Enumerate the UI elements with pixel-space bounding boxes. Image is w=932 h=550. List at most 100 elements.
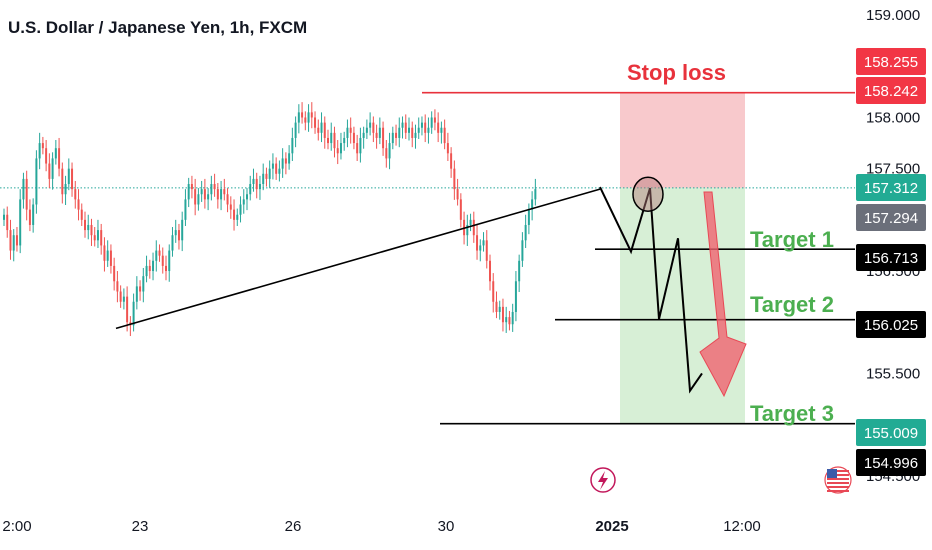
candle-body xyxy=(100,230,103,246)
candle-body xyxy=(395,132,398,138)
candle-body xyxy=(6,214,9,231)
price-tag-bg xyxy=(856,77,926,104)
candle-body xyxy=(288,153,291,164)
chart-title: U.S. Dollar / Japanese Yen, 1h, FXCM xyxy=(8,18,308,37)
candle-body xyxy=(417,127,420,133)
candle-body xyxy=(236,214,239,220)
target-label-3: Target 3 xyxy=(750,401,834,426)
candle-body xyxy=(339,143,342,154)
candle-body xyxy=(352,132,355,144)
time-tick-label: 23 xyxy=(132,518,149,535)
candle-body xyxy=(48,163,51,179)
candle-body xyxy=(135,286,138,302)
flag-stripe xyxy=(827,474,849,476)
price-tag: 156.713 xyxy=(856,244,926,271)
candle-body xyxy=(498,306,501,312)
candle-body xyxy=(336,148,339,154)
time-axis[interactable]: 2:00 23 26 30 2025 12:00 xyxy=(2,518,760,535)
candle-body xyxy=(297,112,300,123)
candle-body xyxy=(161,255,164,266)
candle-body xyxy=(194,189,197,205)
price-tag-value: 155.009 xyxy=(864,425,918,442)
candle-body xyxy=(77,199,80,210)
target-label-2: Target 2 xyxy=(750,292,834,317)
price-tags: 158.255 158.242 157.312 157.294 156.713 156.0… xyxy=(856,48,926,476)
candle-body xyxy=(284,158,287,164)
candle-body xyxy=(466,224,469,236)
candle-body xyxy=(369,122,372,128)
candle-body xyxy=(145,265,148,277)
candle-body xyxy=(106,250,109,261)
candle-body xyxy=(271,163,274,169)
price-tick-label: 157.500 xyxy=(866,161,920,178)
candle-body xyxy=(314,117,317,128)
candle-body xyxy=(469,219,472,225)
candle-body xyxy=(12,235,15,251)
horizontal-levels xyxy=(0,91,855,425)
candle-body xyxy=(330,132,333,144)
candle-body xyxy=(372,122,375,133)
candle-body xyxy=(252,178,255,185)
candle-body xyxy=(501,306,504,323)
candle-body xyxy=(534,189,537,200)
candle-body xyxy=(93,235,96,241)
price-tag-bg xyxy=(856,48,926,75)
candle-body xyxy=(343,137,346,144)
candle-body xyxy=(220,189,223,200)
candle-body xyxy=(38,143,41,159)
candle-body xyxy=(375,132,378,138)
candle-body xyxy=(401,122,404,128)
price-tag: 157.312 xyxy=(856,174,926,201)
candle-body xyxy=(210,184,213,195)
candle-body xyxy=(404,122,407,133)
candle-body xyxy=(249,184,252,195)
candle-body xyxy=(184,199,187,220)
flag-stripe xyxy=(827,482,849,484)
candle-body xyxy=(304,117,307,123)
price-tick-label: 155.500 xyxy=(866,365,920,382)
candle-body xyxy=(476,235,479,251)
candle-body xyxy=(126,296,129,323)
candle-body xyxy=(310,112,313,118)
candle-body xyxy=(281,158,284,169)
candle-body xyxy=(385,148,388,159)
candle-body xyxy=(242,199,245,205)
candle-body xyxy=(518,260,521,282)
candle-body xyxy=(181,219,184,241)
candle-body xyxy=(408,127,410,133)
time-tick-label: 12:00 xyxy=(723,518,761,535)
flag-canton xyxy=(827,469,837,478)
candle-body xyxy=(80,209,83,220)
lightning-bolt-icon[interactable] xyxy=(590,467,616,493)
candle-body xyxy=(45,148,48,164)
price-tag-value: 156.713 xyxy=(864,250,918,267)
candle-body xyxy=(346,127,349,138)
candle-body xyxy=(327,137,329,144)
candle-body xyxy=(174,230,177,236)
candle-body xyxy=(433,117,436,123)
candle-body xyxy=(291,137,294,154)
candle-body xyxy=(197,194,200,205)
us-flag-icon[interactable] xyxy=(824,466,852,494)
candle-body xyxy=(320,122,323,133)
price-tag-bg xyxy=(856,204,926,231)
event-markers[interactable] xyxy=(590,466,852,494)
candle-body xyxy=(41,143,44,149)
candle-body xyxy=(294,122,297,138)
candle-body xyxy=(213,184,216,190)
candle-body xyxy=(22,178,25,200)
candle-body xyxy=(301,112,304,118)
candle-body xyxy=(187,184,190,200)
flag-stripe xyxy=(827,478,849,480)
candle-body xyxy=(116,281,119,292)
candle-body xyxy=(158,250,161,256)
candle-body xyxy=(453,168,456,190)
stop-loss-zone xyxy=(620,92,745,188)
price-tag-bg xyxy=(856,174,926,201)
candle-body xyxy=(84,219,86,231)
flag-stripe xyxy=(827,486,849,488)
price-tag-bg xyxy=(856,419,926,446)
candle-body xyxy=(148,265,151,272)
candle-body xyxy=(378,127,381,138)
